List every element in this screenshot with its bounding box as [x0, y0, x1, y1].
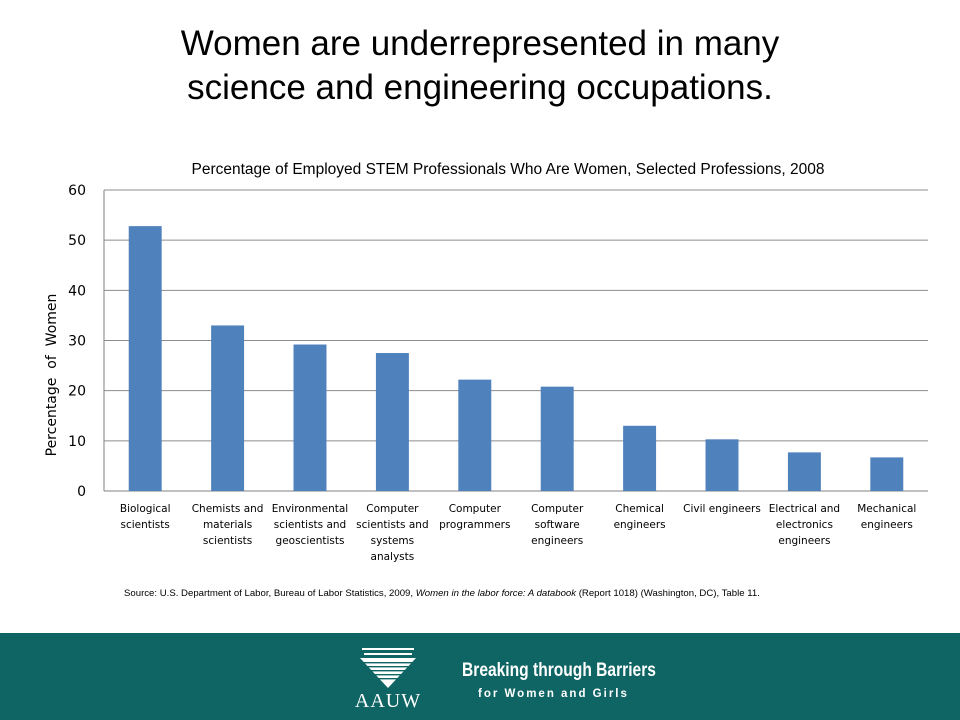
bar-chart: Percentage of Employed STEM Professional… [44, 161, 928, 563]
y-axis-ticks: 0 10 20 30 40 50 60 [68, 183, 86, 500]
bar [375, 353, 409, 491]
x-tick-label: Computer software engineers [531, 503, 584, 547]
footer-tagline: Breaking through Barriers [462, 660, 656, 681]
slide-title-line-2: science and engineering occupations. [187, 68, 773, 107]
y-tick-label: 50 [68, 233, 86, 249]
slide-title-line-1: Women are underrepresented in many [180, 24, 780, 63]
y-tick-label: 60 [68, 183, 86, 199]
y-tick-label: 40 [68, 283, 86, 299]
bar [540, 386, 574, 491]
bars [128, 226, 904, 491]
x-tick-label: Environmental scientists and geoscientists [272, 503, 348, 547]
source-citation: Source: U.S. Department of Labor, Bureau… [124, 588, 884, 599]
y-tick-label: 20 [68, 384, 86, 400]
bar [870, 457, 904, 491]
bar [211, 325, 245, 491]
x-tick-label: Computer programmers [439, 503, 510, 531]
x-axis-category-labels: Biological scientists Chemists and material… [120, 503, 916, 563]
bar [293, 344, 327, 491]
bar [623, 425, 657, 491]
x-tick-label: Electrical and electronics engineers [769, 503, 840, 547]
source-suffix: (Report 1018) (Washington, DC), Table 11… [576, 588, 760, 599]
footer-tagline-sub: for Women and Girls [478, 688, 629, 700]
chart-title: Percentage of Employed STEM Professional… [192, 161, 825, 178]
y-tick-label: 30 [68, 334, 86, 350]
aauw-logo-text: AAUW [354, 690, 422, 712]
source-prefix: Source: U.S. Department of Labor, Bureau… [124, 588, 416, 599]
source-title: Women in the labor force: A databook [415, 588, 577, 599]
aauw-logo-icon [356, 648, 420, 688]
x-tick-label: Civil engineers [683, 503, 761, 515]
slide-title: Women are underrepresented in many scien… [80, 22, 880, 110]
bar [705, 439, 739, 491]
bar [128, 226, 162, 491]
bar [458, 379, 492, 491]
x-tick-label: Chemical engineers [614, 503, 666, 531]
y-tick-label: 0 [77, 484, 86, 500]
bar [787, 452, 821, 491]
y-axis-label: Percentage of Women [44, 294, 60, 457]
x-tick-label: Computer scientists and systems analysts [356, 503, 428, 563]
x-tick-label: Biological scientists [120, 503, 171, 531]
footer-band [0, 633, 960, 720]
x-tick-label: Chemists and materials scientists [192, 503, 264, 547]
y-tick-label: 10 [68, 434, 86, 450]
x-tick-label: Mechanical engineers [857, 503, 916, 531]
